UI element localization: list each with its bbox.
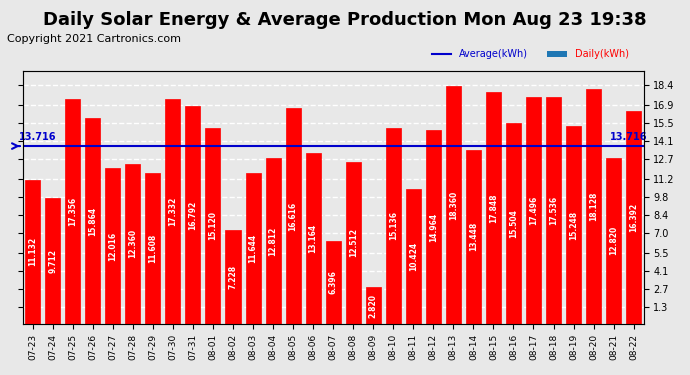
Text: 9.712: 9.712: [48, 249, 57, 273]
Bar: [566, 126, 581, 324]
Text: 15.136: 15.136: [388, 211, 397, 240]
Text: 12.812: 12.812: [268, 226, 277, 255]
Text: 17.332: 17.332: [168, 197, 177, 226]
Bar: [546, 96, 561, 324]
Bar: [346, 162, 361, 324]
Bar: [486, 93, 501, 324]
Bar: [286, 108, 301, 324]
Bar: [466, 150, 481, 324]
Text: 11.608: 11.608: [148, 234, 157, 263]
Legend: Average(kWh), Daily(kWh): Average(kWh), Daily(kWh): [428, 45, 633, 63]
Text: 16.616: 16.616: [288, 202, 297, 231]
Text: 18.360: 18.360: [449, 190, 458, 219]
Bar: [126, 164, 140, 324]
Text: 13.448: 13.448: [469, 222, 478, 251]
Bar: [386, 128, 401, 324]
Text: 17.356: 17.356: [68, 197, 77, 226]
Bar: [226, 230, 241, 324]
Text: 18.128: 18.128: [589, 192, 598, 221]
Text: 16.392: 16.392: [629, 203, 638, 232]
Text: 11.644: 11.644: [248, 234, 257, 263]
Bar: [426, 130, 441, 324]
Bar: [306, 153, 321, 324]
Text: 6.396: 6.396: [328, 271, 337, 294]
Bar: [586, 89, 601, 324]
Text: 10.424: 10.424: [408, 242, 417, 271]
Text: 11.132: 11.132: [28, 237, 37, 266]
Text: 17.536: 17.536: [549, 196, 558, 225]
Text: 7.228: 7.228: [228, 265, 237, 289]
Bar: [326, 241, 341, 324]
Bar: [86, 118, 100, 324]
Bar: [526, 97, 541, 324]
Text: 15.248: 15.248: [569, 210, 578, 240]
Bar: [606, 158, 621, 324]
Bar: [25, 180, 40, 324]
Text: 17.496: 17.496: [529, 196, 538, 225]
Bar: [166, 99, 180, 324]
Text: 15.504: 15.504: [509, 209, 518, 238]
Bar: [506, 123, 521, 324]
Text: 12.016: 12.016: [108, 231, 117, 261]
Text: Daily Solar Energy & Average Production Mon Aug 23 19:38: Daily Solar Energy & Average Production …: [43, 11, 647, 29]
Text: Copyright 2021 Cartronics.com: Copyright 2021 Cartronics.com: [7, 34, 181, 44]
Text: 16.792: 16.792: [188, 201, 197, 230]
Text: 14.964: 14.964: [428, 212, 438, 242]
Bar: [366, 288, 381, 324]
Text: 13.164: 13.164: [308, 224, 317, 253]
Text: 13.716: 13.716: [19, 132, 56, 142]
Text: 15.120: 15.120: [208, 211, 217, 240]
Text: 17.848: 17.848: [489, 194, 498, 223]
Text: 12.512: 12.512: [348, 228, 357, 257]
Bar: [186, 106, 201, 324]
Text: 12.820: 12.820: [609, 226, 618, 255]
Bar: [266, 158, 281, 324]
Bar: [106, 168, 120, 324]
Bar: [66, 99, 80, 324]
Bar: [46, 198, 60, 324]
Bar: [406, 189, 421, 324]
Bar: [246, 173, 261, 324]
Text: 12.360: 12.360: [128, 229, 137, 258]
Text: 15.864: 15.864: [88, 207, 97, 236]
Bar: [146, 173, 160, 324]
Text: 13.716: 13.716: [610, 132, 648, 142]
Bar: [446, 86, 461, 324]
Text: 2.820: 2.820: [368, 294, 377, 318]
Bar: [626, 111, 641, 324]
Bar: [206, 128, 221, 324]
